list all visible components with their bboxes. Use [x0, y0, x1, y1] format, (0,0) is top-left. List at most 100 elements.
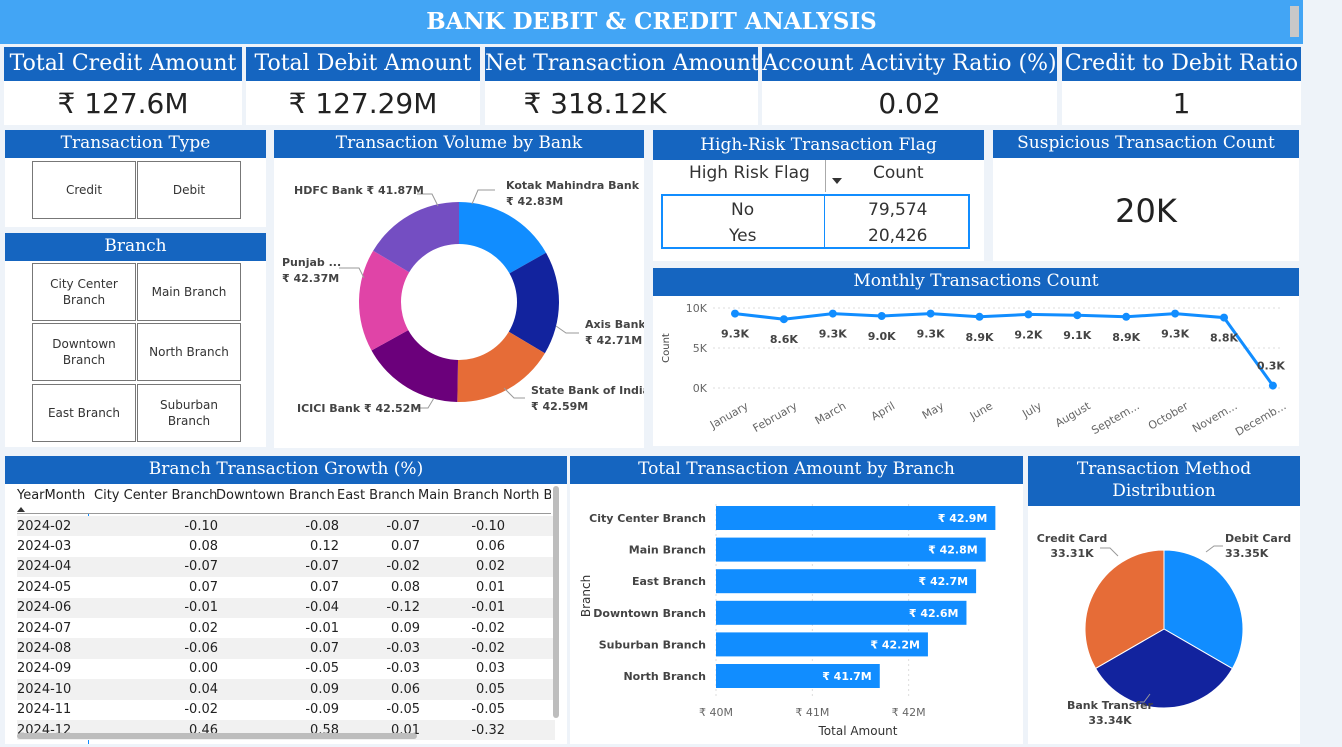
- data-label: 9.3K: [819, 328, 847, 341]
- table-row[interactable]: 2024-06 -0.01 -0.04 -0.12 -0.01: [17, 597, 555, 618]
- cell-yearmonth: 2024-04: [17, 559, 72, 575]
- chart-title-line2: Distribution: [1112, 481, 1216, 501]
- pie-slice-credit-card[interactable]: [1084, 549, 1165, 670]
- slicer-option-city-center[interactable]: City Center Branch: [32, 263, 136, 321]
- cell-yearmonth: 2024-02: [17, 518, 72, 534]
- bar[interactable]: [716, 664, 880, 688]
- donut-slice-axis-bank[interactable]: [508, 252, 559, 354]
- col-divider: [825, 160, 826, 192]
- cell-yearmonth: 2024-05: [17, 579, 72, 595]
- cell-growth: 0.06: [476, 539, 505, 555]
- table-vertical-scrollbar[interactable]: [553, 486, 559, 718]
- donut-label: Punjab ...: [282, 256, 341, 269]
- donut-value-label: ₹ 42.71M: [585, 334, 642, 347]
- x-tick-label: February: [751, 399, 800, 435]
- line-point[interactable]: [1122, 312, 1131, 321]
- bar[interactable]: [716, 632, 928, 657]
- cell-growth: -0.02: [184, 702, 218, 718]
- table-row[interactable]: 2024-10 0.04 0.09 0.06 0.05: [17, 679, 555, 700]
- kpi-credit-debit-ratio: Credit to Debit Ratio 1: [1062, 47, 1301, 125]
- kpi-value: 0.02: [878, 87, 941, 120]
- col-header-east[interactable]: East Branch: [337, 488, 416, 503]
- cell-growth: -0.12: [386, 600, 420, 616]
- table-row[interactable]: 2024-08 -0.06 0.07 -0.03 -0.02: [17, 638, 555, 659]
- col-header-downtown[interactable]: Downtown Branch: [216, 488, 335, 503]
- kpi-value: ₹ 127.6M: [57, 87, 189, 120]
- page-scrollbar[interactable]: [1290, 6, 1299, 37]
- cell-growth: 0.07: [391, 539, 420, 555]
- slicer-option-credit[interactable]: Credit: [32, 161, 136, 219]
- cell-yearmonth: 2024-09: [17, 661, 72, 677]
- cell-yearmonth: 2024-10: [17, 681, 72, 697]
- line-point[interactable]: [731, 309, 739, 318]
- slicer-option-east[interactable]: East Branch: [32, 384, 136, 442]
- line-point[interactable]: [926, 309, 935, 318]
- kpi-total-credit: Total Credit Amount ₹ 127.6M: [4, 47, 242, 125]
- donut-leader-line: [555, 325, 579, 334]
- col-header-flag[interactable]: High Risk Flag: [689, 163, 810, 183]
- table-row[interactable]: 2024-03 0.08 0.12 0.07 0.06: [17, 536, 555, 557]
- bar[interactable]: [716, 569, 977, 594]
- line-chart: Count 10K 5K 0K 9.3K January 8.6K February 9.3K M…: [661, 302, 1288, 439]
- slicer-option-suburban[interactable]: Suburban Branch: [137, 384, 241, 442]
- donut-slice-state-bank-of-india[interactable]: [457, 331, 545, 402]
- cell-growth: 0.09: [310, 681, 339, 697]
- line-point[interactable]: [1073, 311, 1082, 320]
- cell-count: 79,574: [868, 200, 928, 220]
- x-tick-label: January: [707, 399, 751, 432]
- data-label: 8.8K: [1210, 332, 1238, 345]
- cell-growth: 0.00: [189, 661, 218, 677]
- line-point[interactable]: [779, 315, 788, 324]
- pie-slice-debit-card[interactable]: [1163, 549, 1244, 670]
- cell-growth: -0.05: [305, 661, 339, 677]
- col-header-north[interactable]: North Br: [503, 488, 551, 503]
- table-row[interactable]: 2024-04 -0.07 -0.07 -0.02 0.02: [17, 556, 555, 578]
- cell-growth: 0.07: [310, 579, 339, 595]
- col-header-count[interactable]: Count: [873, 163, 924, 183]
- slicer-option-debit[interactable]: Debit: [137, 161, 241, 219]
- y-tick-label: 0K: [693, 382, 708, 395]
- x-tick-label: Novem...: [1190, 399, 1239, 435]
- table-row[interactable]: 2024-05 0.07 0.07 0.08 0.01: [17, 577, 555, 598]
- donut-slice-hdfc-bank[interactable]: [373, 202, 459, 273]
- col-header-city-center[interactable]: City Center Branch: [94, 488, 218, 503]
- line-point[interactable]: [1220, 313, 1228, 322]
- slicer-option-north[interactable]: North Branch: [137, 323, 241, 381]
- donut-slice-punjab[interactable]: [359, 250, 410, 351]
- table-row[interactable]: 2024-07 0.02 -0.01 0.09 -0.02: [17, 618, 555, 639]
- slicer-option-downtown[interactable]: Downtown Branch: [32, 323, 136, 381]
- branch-amount-chart: Total Transaction Amount by Branch Branc…: [570, 456, 1023, 744]
- cell-growth: 0.07: [189, 579, 218, 595]
- y-tick-label: East Branch: [632, 575, 706, 588]
- line-point[interactable]: [1171, 309, 1180, 318]
- line-point[interactable]: [828, 309, 837, 318]
- bar[interactable]: [716, 506, 996, 530]
- cell-growth: 0.06: [391, 681, 420, 697]
- cell-growth: -0.01: [305, 620, 339, 636]
- line-point[interactable]: [1268, 381, 1277, 390]
- high-risk-table-card: High-Risk Transaction Flag High Risk Fla…: [653, 130, 984, 261]
- col-header-main[interactable]: Main Branch: [418, 488, 500, 503]
- col-header-yearmonth[interactable]: YearMonth: [17, 488, 86, 503]
- donut-slice-icici-bank[interactable]: [371, 330, 459, 402]
- data-label: 0.3K: [1257, 360, 1285, 373]
- table-row[interactable]: 2024-11 -0.02 -0.09 -0.05 -0.05: [17, 699, 555, 720]
- cell-growth: -0.07: [386, 518, 420, 534]
- table-row[interactable]: 2024-09 0.00 -0.05 -0.03 0.03: [17, 658, 555, 680]
- suspicious-count-card: Suspicious Transaction Count 20K: [993, 130, 1299, 261]
- pie-value-label: 33.35K: [1225, 547, 1269, 560]
- bar[interactable]: [716, 600, 967, 625]
- line-point[interactable]: [877, 312, 886, 320]
- line-point[interactable]: [975, 312, 984, 321]
- bar[interactable]: [716, 537, 986, 562]
- table-row[interactable]: 2024-02 -0.10 -0.08 -0.07 -0.10: [17, 516, 555, 537]
- x-axis-label: Total Amount: [818, 724, 898, 738]
- x-tick-label: March: [813, 399, 849, 427]
- slicer-option-main[interactable]: Main Branch: [137, 263, 241, 321]
- line-point[interactable]: [1024, 310, 1033, 319]
- chart-title: Transaction Method Distribution: [1028, 456, 1300, 506]
- kpi-label: Net Transaction Amount: [485, 47, 758, 81]
- table-horizontal-scrollbar[interactable]: [17, 733, 417, 739]
- cell-growth: 0.12: [310, 539, 339, 555]
- donut-slice-kotak-mahindra-bank[interactable]: [459, 202, 547, 274]
